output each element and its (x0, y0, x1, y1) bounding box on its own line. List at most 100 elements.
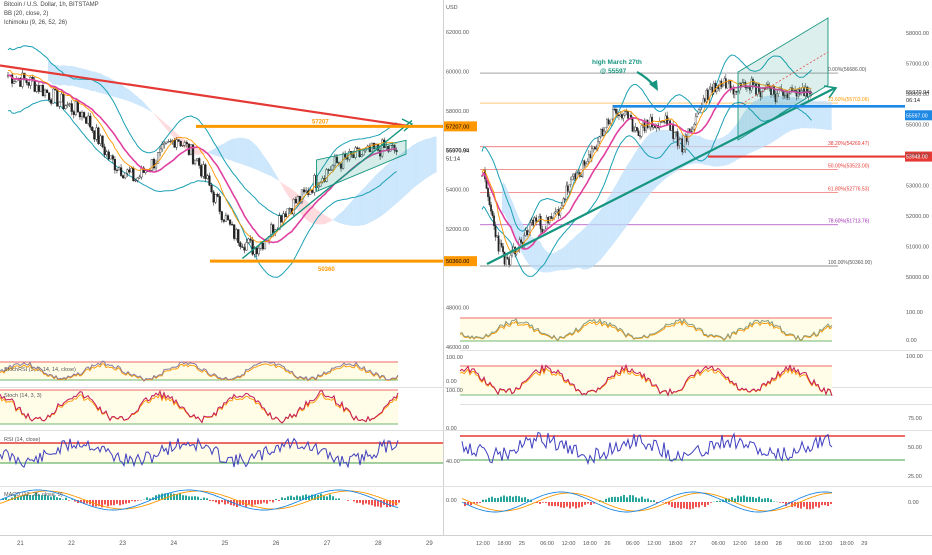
r-macd-hist (707, 502, 709, 505)
candle-body (102, 136, 104, 147)
r-macd-hist (635, 497, 637, 502)
r-macd-hist (485, 499, 487, 502)
candle-body-right (689, 129, 690, 131)
l-macd-hist (224, 500, 226, 504)
ichimoku-cloud (254, 143, 256, 169)
candle-body-right (602, 129, 603, 135)
r-macd-hist (548, 502, 550, 506)
ichimoku-cloud (252, 141, 254, 169)
candle-body (100, 136, 102, 144)
left-tag-top: 57207.00 (446, 124, 469, 130)
ichimoku-cloud (356, 194, 358, 226)
ichimoku-cloud (163, 121, 165, 127)
ichimoku-cloud-right (668, 130, 670, 177)
ichimoku-cloud-right (645, 137, 647, 201)
ichimoku-cloud-right (654, 131, 656, 190)
r-macd-hist (500, 497, 502, 502)
candle-body-right (566, 186, 567, 200)
r-macd-hist (749, 497, 751, 502)
r-macd-hist (818, 502, 820, 508)
candle-body (71, 104, 73, 112)
candle-body-right (499, 243, 500, 251)
l-macd-hist (359, 500, 361, 503)
r-macd-hist (518, 496, 520, 502)
l-macd-hist (95, 500, 97, 507)
r-macd-hist (614, 497, 616, 502)
candle-body-right (561, 206, 562, 209)
candle-body (110, 156, 112, 159)
ichimoku-cloud-right (637, 147, 639, 212)
r-macd-hist (581, 502, 583, 507)
ichimoku-cloud (309, 203, 311, 223)
ichimoku-cloud-right (558, 250, 560, 271)
candle-body-right (588, 154, 589, 161)
l-stochrsi-label: StochRSI (3, 3, 14, 14, close) (4, 367, 76, 373)
candle-body (209, 176, 211, 186)
candle-body (303, 190, 305, 192)
r-macd-hist (557, 502, 559, 506)
ichimoku-cloud-right (601, 206, 603, 259)
r-macd-hist (608, 498, 610, 502)
r-macd-hist (746, 497, 748, 502)
candle-body-right (563, 199, 564, 206)
candle-body (91, 127, 93, 131)
ichimoku-cloud-right (647, 136, 649, 199)
r-macd-hist (479, 502, 481, 503)
candle-body-right (552, 218, 553, 219)
candle-body-right (603, 131, 604, 135)
candle-body (104, 147, 106, 155)
r-macd-hist (674, 502, 676, 508)
ichimoku-cloud (147, 105, 149, 110)
candle-body-right (575, 174, 576, 179)
candle-body-right (570, 180, 571, 185)
ichimoku-cloud (215, 147, 217, 156)
r-macd-hist (719, 501, 721, 502)
candle-body (122, 176, 124, 178)
candle-body-right (581, 176, 582, 177)
candle-body-right (526, 230, 527, 234)
candle-body-right (529, 222, 530, 232)
r-macd-hist (560, 502, 562, 508)
ichimoku-cloud (118, 83, 120, 99)
candle-body (223, 220, 225, 222)
ichimoku-cloud (381, 168, 383, 216)
candle-body (248, 239, 250, 243)
l-macd-tick: 0.00 (446, 498, 457, 504)
r-macd-hist (644, 499, 646, 502)
ichimoku-cloud (280, 182, 282, 186)
candle-body (281, 216, 283, 223)
ichimoku-cloud-right (573, 237, 575, 269)
candle-body-right (678, 140, 679, 146)
right-time-tick: 18:00 (669, 541, 683, 547)
right-price-tick: 57000.00 (906, 62, 929, 68)
l-macd-hist (125, 500, 127, 504)
ichimoku-cloud (237, 138, 239, 164)
ichimoku-cloud-right (701, 136, 703, 164)
candle-body-right (572, 176, 573, 180)
candle-body (211, 185, 213, 192)
ichimoku-cloud-right (648, 134, 650, 197)
ichimoku-legend: Ichimoku (9, 26, 52, 26) (4, 20, 67, 26)
candle-body (180, 141, 182, 146)
right-price-timer: 06:14 (906, 98, 920, 104)
ichimoku-cloud-right (564, 246, 566, 270)
l-macd-hist (119, 500, 121, 505)
ichimoku-cloud-right (585, 226, 587, 270)
ichimoku-cloud (284, 184, 286, 193)
ichimoku-cloud-right (717, 139, 719, 167)
ichimoku-cloud (233, 139, 235, 163)
r-macd-hist (620, 496, 622, 502)
candle-body-right (505, 257, 506, 264)
ichimoku-cloud (136, 95, 138, 105)
ichimoku-cloud (344, 207, 346, 224)
candle-body (114, 159, 116, 170)
r-macd-hist (770, 499, 772, 502)
ichimoku-cloud-right (704, 138, 706, 165)
candle-body-right (691, 131, 692, 132)
ichimoku-cloud-right (556, 251, 558, 271)
r-macd-hist (830, 502, 832, 504)
r-macd-hist (764, 498, 766, 502)
candle-body (128, 170, 130, 172)
ichimoku-cloud (270, 165, 272, 177)
ichimoku-cloud (262, 153, 264, 173)
